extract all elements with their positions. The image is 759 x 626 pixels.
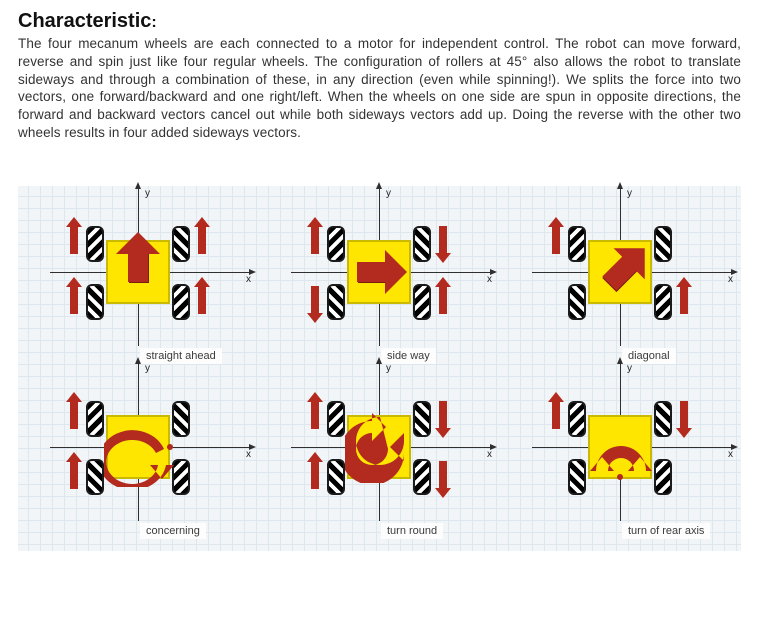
diagram-cell-sideway: yxside way bbox=[259, 186, 500, 376]
wheel-rear-left bbox=[327, 284, 345, 320]
axis-label-y: y bbox=[386, 363, 391, 374]
wheel-rear-right bbox=[172, 284, 190, 320]
axis-label-x: x bbox=[728, 274, 733, 285]
wheel-rear-right bbox=[413, 459, 431, 495]
wheel-rear-left bbox=[86, 459, 104, 495]
heading-colon: : bbox=[151, 14, 156, 31]
wheel-front-right bbox=[413, 401, 431, 437]
wheel-front-left bbox=[86, 226, 104, 262]
axis-label-x: x bbox=[246, 274, 251, 285]
axis-label-y: y bbox=[386, 188, 391, 199]
axis-label-x: x bbox=[728, 449, 733, 460]
wheel-arrow-tl-up bbox=[70, 226, 78, 254]
wheel-arrow-bl-up bbox=[70, 286, 78, 314]
wheel-arrow-tl-up bbox=[552, 401, 560, 429]
diagram-cell-straight: yxstraight ahead bbox=[18, 186, 259, 376]
diagram-cell-turnround: y x turn round bbox=[259, 361, 500, 551]
motion-arrow-concerning bbox=[104, 427, 186, 487]
wheel-arrow-tl-up bbox=[311, 401, 319, 429]
wheel-arrow-br-up bbox=[439, 286, 447, 314]
rear-pivot-dot bbox=[617, 474, 623, 480]
axis-label-y: y bbox=[145, 188, 150, 199]
robot-body bbox=[347, 240, 411, 304]
axis-label-x: x bbox=[487, 449, 492, 460]
wheel-front-left bbox=[327, 226, 345, 262]
wheel-front-left bbox=[568, 226, 586, 262]
robot-body bbox=[106, 240, 170, 304]
wheel-arrow-bl-down bbox=[311, 286, 319, 314]
axis-label-y: y bbox=[627, 363, 632, 374]
wheel-rear-right bbox=[654, 284, 672, 320]
pivot-dot bbox=[167, 444, 173, 450]
diagram-cell-diagonal: yxdiagonal bbox=[500, 186, 741, 376]
wheel-rear-left bbox=[327, 459, 345, 495]
wheel-front-right bbox=[654, 401, 672, 437]
wheel-arrow-tl-up bbox=[311, 226, 319, 254]
wheel-arrow-bl-up bbox=[311, 461, 319, 489]
wheel-arrow-tl-up bbox=[70, 401, 78, 429]
axis-label-x: x bbox=[487, 274, 492, 285]
axis-label-y: y bbox=[627, 188, 632, 199]
heading-text: Characteristic bbox=[18, 10, 151, 32]
wheel-arrow-tr-down bbox=[439, 226, 447, 254]
wheel-arrow-tr-down bbox=[680, 401, 688, 429]
center-dot bbox=[376, 444, 382, 450]
diagram-cell-rearaxis: y x turn of rear axis bbox=[500, 361, 741, 551]
axis-label-y: y bbox=[145, 363, 150, 374]
wheel-arrow-tl-up bbox=[552, 226, 560, 254]
wheel-front-left bbox=[568, 401, 586, 437]
cell-caption: turn of rear axis bbox=[622, 523, 710, 539]
wheel-rear-right bbox=[654, 459, 672, 495]
wheel-arrow-br-up bbox=[198, 286, 206, 314]
wheel-front-right bbox=[172, 226, 190, 262]
description-paragraph: The four mecanum wheels are each connect… bbox=[18, 35, 741, 142]
mecanum-diagram: yxstraight aheadyxside wayyxdiagonalyxco… bbox=[18, 186, 741, 551]
wheel-front-left bbox=[327, 401, 345, 437]
wheel-arrow-bl-up bbox=[70, 461, 78, 489]
wheel-arrow-tr-down bbox=[439, 401, 447, 429]
wheel-front-left bbox=[86, 401, 104, 437]
wheel-rear-left bbox=[568, 459, 586, 495]
diagram-cell-concerning: y x concerning bbox=[18, 361, 259, 551]
wheel-rear-right bbox=[413, 284, 431, 320]
wheel-front-right bbox=[654, 226, 672, 262]
wheel-arrow-tr-up bbox=[198, 226, 206, 254]
wheel-rear-left bbox=[86, 284, 104, 320]
wheel-rear-left bbox=[568, 284, 586, 320]
wheel-arrow-br-up bbox=[680, 286, 688, 314]
wheel-front-right bbox=[413, 226, 431, 262]
cell-caption: turn round bbox=[381, 523, 443, 539]
page-title: Characteristic: bbox=[18, 10, 741, 33]
wheel-arrow-br-down bbox=[439, 461, 447, 489]
axis-label-x: x bbox=[246, 449, 251, 460]
robot-body bbox=[588, 240, 652, 304]
cell-caption: concerning bbox=[140, 523, 206, 539]
